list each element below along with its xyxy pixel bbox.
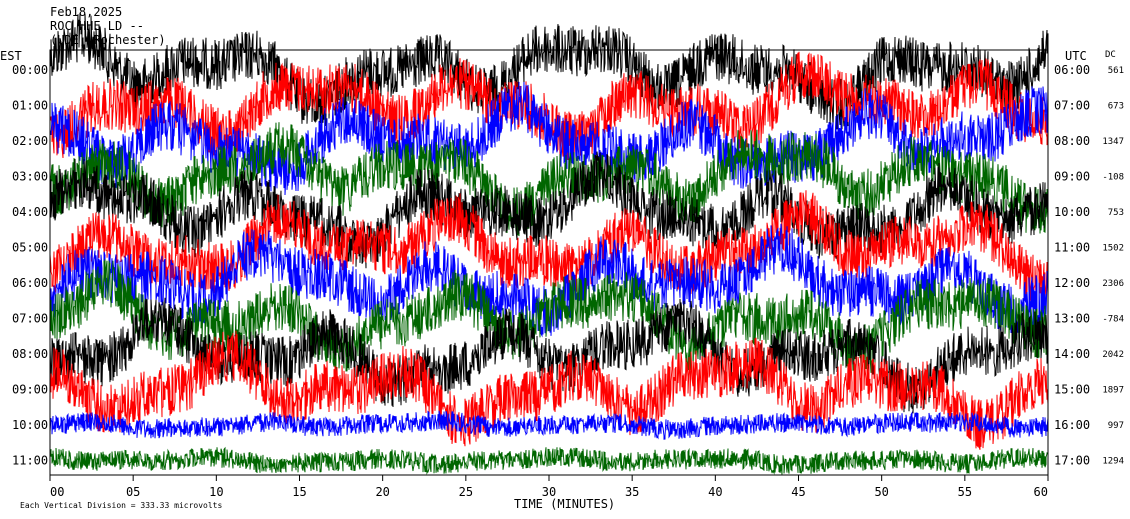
utc-tick-label: 12:00 xyxy=(1054,276,1090,290)
utc-labels: 06:00 07:00 08:00 09:00 10:00 11:00 12:00 13:00… xyxy=(1054,63,1090,468)
est-tick-label: 07:00 xyxy=(12,312,48,326)
est-tick-label: 10:00 xyxy=(12,418,48,432)
x-tick-label: 40 xyxy=(708,485,722,499)
utc-tick-label: 14:00 xyxy=(1054,347,1090,361)
dc-value: 1502 xyxy=(1102,244,1124,254)
utc-tick-label: 17:00 xyxy=(1054,454,1090,468)
dc-value: 1294 xyxy=(1102,457,1124,467)
dc-value: 997 xyxy=(1108,421,1124,431)
utc-tick-label: 06:00 xyxy=(1054,63,1090,77)
utc-tick-label: 09:00 xyxy=(1054,170,1090,184)
utc-tick-label: 08:00 xyxy=(1054,134,1090,148)
est-tick-label: 03:00 xyxy=(12,170,48,184)
dc-column-label: DC xyxy=(1105,50,1116,60)
trace-row-0900 xyxy=(49,330,1049,450)
utc-tick-label: 10:00 xyxy=(1054,205,1090,219)
utc-axis-label: UTC xyxy=(1065,49,1087,63)
scale-note: Each Vertical Division = 333.33 microvol… xyxy=(20,501,222,510)
est-axis-label: EST xyxy=(0,49,22,63)
x-tick-label: 30 xyxy=(542,485,556,499)
dc-values: 561 673 1347 -108 753 1502 2306 -784 2042 1897 997… xyxy=(1102,66,1124,467)
x-tick-label: 55 xyxy=(958,485,972,499)
utc-tick-label: 07:00 xyxy=(1054,99,1090,113)
dc-value: 753 xyxy=(1108,208,1124,218)
x-tick-label: 05 xyxy=(126,485,140,499)
trace-row-0200 xyxy=(49,81,1049,196)
x-tick-label: 20 xyxy=(375,485,389,499)
trace-layer xyxy=(49,12,1049,475)
x-axis-title: TIME (MINUTES) xyxy=(514,497,615,511)
est-tick-label: 00:00 xyxy=(12,63,48,77)
x-tick-label: 50 xyxy=(874,485,888,499)
x-tick-label: 15 xyxy=(292,485,306,499)
est-tick-label: 11:00 xyxy=(12,454,48,468)
trace-row-0000 xyxy=(49,12,1049,130)
est-tick-label: 01:00 xyxy=(12,99,48,113)
est-tick-label: 04:00 xyxy=(12,205,48,219)
dc-value: 2042 xyxy=(1102,350,1124,360)
trace-row-1000 xyxy=(49,410,1049,440)
est-tick-label: 08:00 xyxy=(12,347,48,361)
station-line: ROC HHE LD -- xyxy=(50,19,144,33)
utc-tick-label: 15:00 xyxy=(1054,383,1090,397)
est-labels: 00:00 01:00 02:00 03:00 04:00 05:00 06:00 07:00… xyxy=(12,63,48,468)
x-axis-ticks: 00 05 10 15 20 25 30 35 40 45 50 55 60 xyxy=(49,475,1049,499)
x-tick-label: 35 xyxy=(625,485,639,499)
dc-value: 673 xyxy=(1108,102,1124,112)
trace-row-0300 xyxy=(49,122,1049,237)
x-tick-label: 60 xyxy=(1034,485,1048,499)
dc-value: -108 xyxy=(1102,173,1124,183)
est-tick-label: 09:00 xyxy=(12,383,48,397)
plot-date: Feb18,2025 xyxy=(50,5,123,19)
dc-value: 561 xyxy=(1108,66,1124,76)
utc-tick-label: 16:00 xyxy=(1054,418,1090,432)
trace-row-0400 xyxy=(49,151,1049,269)
x-tick-label: 25 xyxy=(459,485,473,499)
dc-value: -784 xyxy=(1102,315,1124,325)
dc-value: 1897 xyxy=(1102,386,1124,396)
trace-row-0500 xyxy=(49,190,1049,302)
x-tick-label: 45 xyxy=(791,485,805,499)
est-tick-label: 02:00 xyxy=(12,134,48,148)
x-tick-label: 00 xyxy=(50,485,64,499)
utc-tick-label: 13:00 xyxy=(1054,312,1090,326)
est-tick-label: 05:00 xyxy=(12,241,48,255)
dc-value: 2306 xyxy=(1102,279,1124,289)
utc-tick-label: 11:00 xyxy=(1054,241,1090,255)
est-tick-label: 06:00 xyxy=(12,276,48,290)
trace-row-0700 xyxy=(49,259,1049,375)
trace-row-0600 xyxy=(49,223,1049,338)
trace-row-1100 xyxy=(49,446,1049,475)
dc-value: 1347 xyxy=(1102,137,1124,147)
x-tick-label: 10 xyxy=(209,485,223,499)
